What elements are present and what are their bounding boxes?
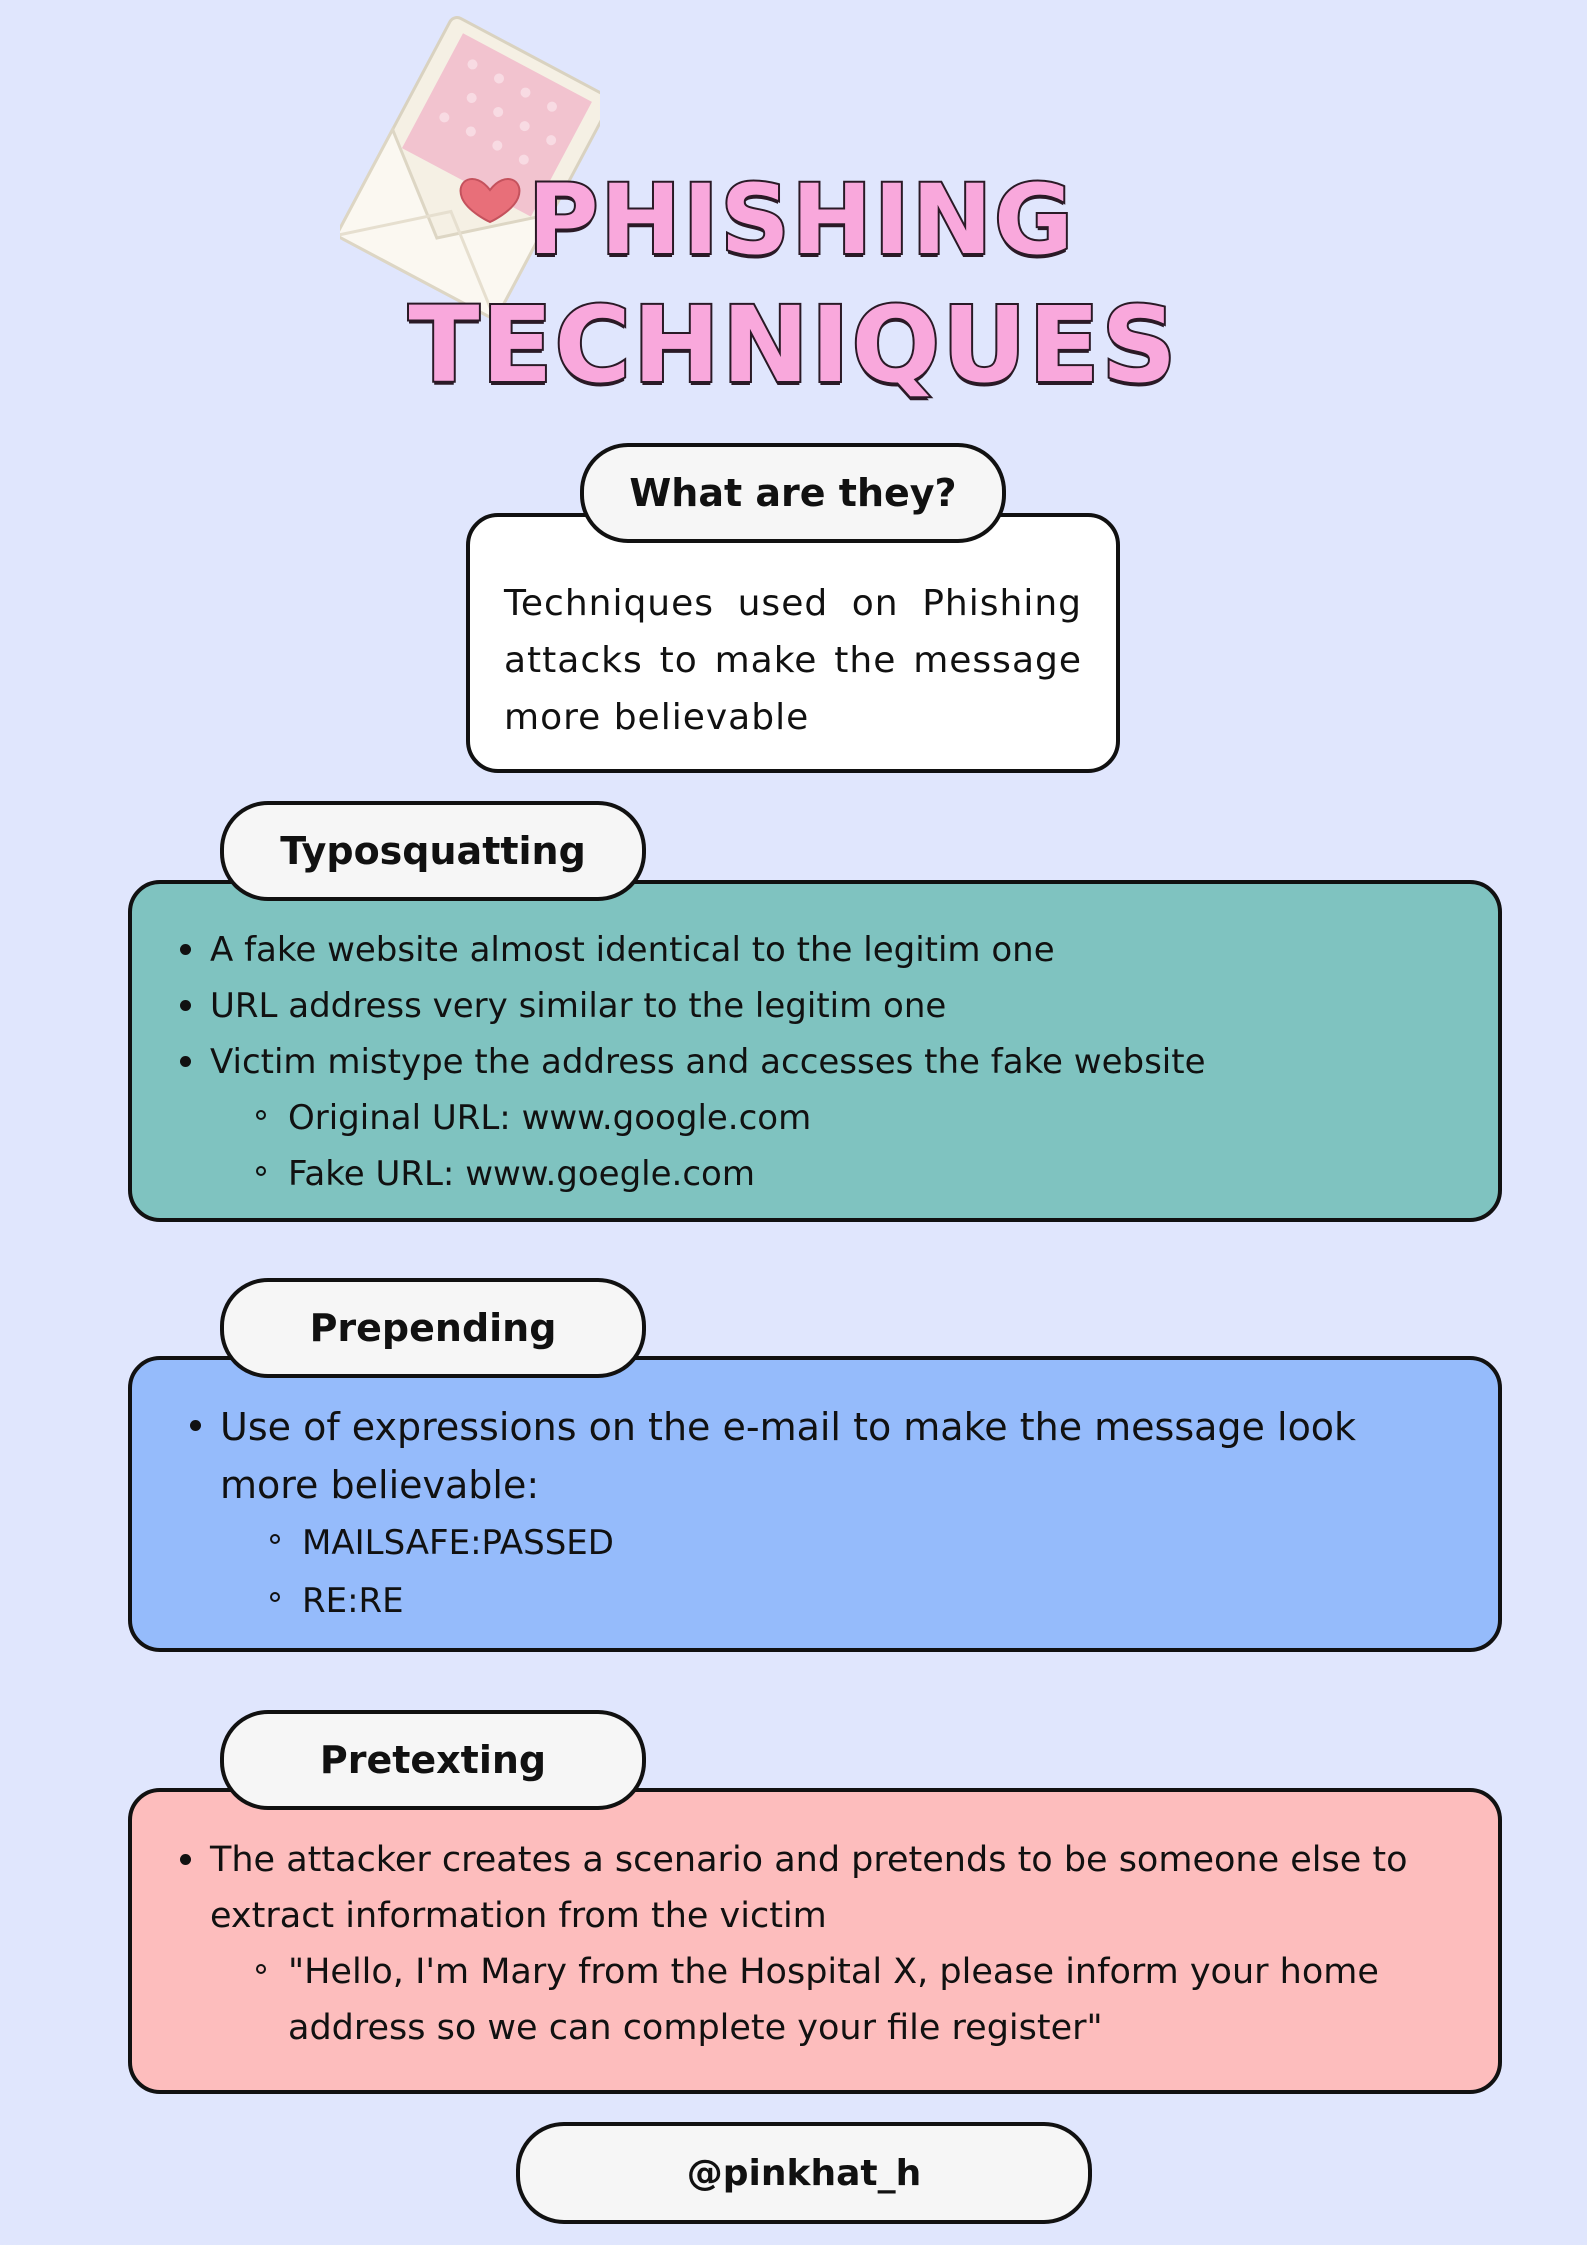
prepending-heading: Prepending [220, 1278, 646, 1378]
pretexting-bullet-list: The attacker creates a scenario and pret… [172, 1832, 1468, 1944]
what-card: Techniques used on Phishing attacks to m… [466, 513, 1120, 773]
list-item: MAILSAFE:PASSED [266, 1514, 1458, 1572]
list-item: Victim mistype the address and accesses … [172, 1034, 1468, 1090]
what-description: Techniques used on Phishing attacks to m… [504, 583, 1082, 738]
typosquatting-heading: Typosquatting [220, 801, 646, 901]
list-item: "Hello, I'm Mary from the Hospital X, pl… [252, 1944, 1468, 2056]
typosquatting-bullet-list: A fake website almost identical to the l… [172, 922, 1468, 1090]
list-item: A fake website almost identical to the l… [172, 922, 1468, 978]
typosquatting-card: A fake website almost identical to the l… [128, 880, 1502, 1222]
page-title-line-1: PHISHING [526, 163, 1075, 277]
pretexting-sub-list: "Hello, I'm Mary from the Hospital X, pl… [252, 1944, 1468, 2056]
list-item: URL address very similar to the legitim … [172, 978, 1468, 1034]
pretexting-card: The attacker creates a scenario and pret… [128, 1788, 1502, 2094]
list-item: RE:RE [266, 1572, 1458, 1630]
what-heading: What are they? [580, 443, 1006, 543]
author-handle: @pinkhat_h [516, 2122, 1092, 2224]
prepending-card: Use of expressions on the e-mail to make… [128, 1356, 1502, 1652]
pretexting-heading: Pretexting [220, 1710, 646, 1810]
list-item: The attacker creates a scenario and pret… [172, 1832, 1468, 1944]
list-item: Use of expressions on the e-mail to make… [182, 1398, 1458, 1514]
list-item: Fake URL: www.goegle.com [252, 1146, 1468, 1202]
page-title-line-2: TECHNIQUES [407, 283, 1179, 407]
list-item: Original URL: www.google.com [252, 1090, 1468, 1146]
envelope-heart-icon [340, 16, 600, 322]
typosquatting-sub-list: Original URL: www.google.com Fake URL: w… [252, 1090, 1468, 1202]
prepending-bullet-list: Use of expressions on the e-mail to make… [182, 1398, 1458, 1514]
prepending-sub-list: MAILSAFE:PASSED RE:RE [266, 1514, 1458, 1630]
